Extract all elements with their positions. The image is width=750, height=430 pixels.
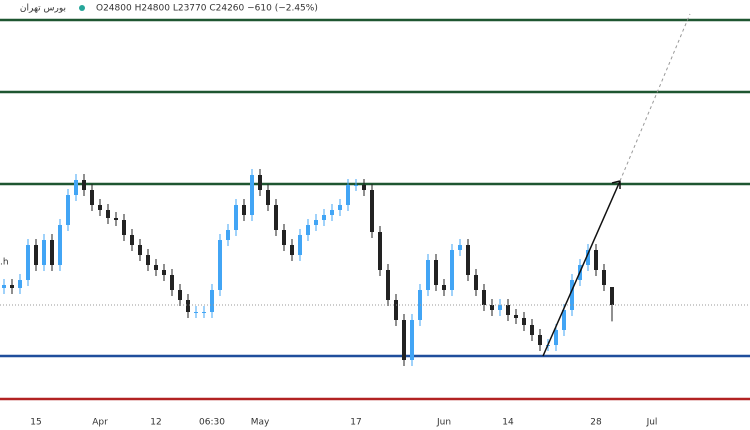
candle-body	[90, 190, 94, 205]
candle-body	[386, 270, 390, 300]
candle-body	[298, 235, 302, 255]
candle-body	[562, 310, 566, 330]
candle-body	[482, 290, 486, 305]
symbol: بورس تهران	[20, 4, 66, 14]
candle-body	[58, 225, 62, 265]
candle-body	[82, 180, 86, 190]
candle-body	[450, 250, 454, 290]
candle-body	[538, 335, 542, 345]
candle-body	[74, 180, 78, 195]
x-tick-label: Jul	[646, 418, 658, 428]
candle-body	[602, 270, 606, 285]
candle-body	[50, 240, 54, 265]
ohlc: O24800 H24800 L23770 C24260 −610 (−2.45%…	[96, 4, 318, 14]
candle-body	[146, 255, 150, 265]
candle-body	[266, 190, 270, 205]
trend-arrow	[542, 180, 621, 357]
candle-body	[274, 205, 278, 230]
candle-body	[202, 312, 206, 313]
candle-body	[282, 230, 286, 245]
candle-body	[314, 220, 318, 225]
candle-body	[426, 260, 430, 290]
candle-body	[522, 318, 526, 325]
candle-body	[570, 280, 574, 310]
candle-body	[154, 265, 158, 270]
candle-body	[162, 270, 166, 275]
edge-label: .h	[0, 258, 9, 268]
x-tick-label: 12	[150, 418, 161, 428]
x-tick-label: Apr	[92, 418, 108, 428]
status-dot	[79, 5, 85, 11]
candle-body	[66, 195, 70, 225]
x-tick-label: Jun	[436, 418, 451, 428]
projection	[619, 13, 691, 182]
candle-body	[178, 290, 182, 300]
candle-body	[594, 250, 598, 270]
candle-body	[34, 245, 38, 265]
candle-body	[234, 205, 238, 230]
candle-body	[474, 275, 478, 290]
x-tick-label: 15	[30, 418, 41, 428]
candle-body	[106, 210, 110, 218]
candle-body	[466, 245, 470, 275]
candle-body	[610, 287, 614, 305]
candle-body	[586, 250, 590, 265]
candle-body	[130, 235, 134, 245]
candle-body	[506, 305, 510, 315]
candle-body	[530, 325, 534, 335]
candle-body	[98, 205, 102, 210]
candle-body	[458, 245, 462, 250]
candle-body	[122, 220, 126, 235]
candle-body	[362, 185, 366, 190]
candle-body	[42, 240, 46, 265]
candle-body	[434, 260, 438, 285]
candle-body	[10, 285, 14, 288]
candle-body	[370, 190, 374, 232]
candle-body	[218, 240, 222, 290]
candle-body	[338, 205, 342, 210]
candle-body	[194, 312, 198, 313]
candle-body	[498, 305, 502, 310]
candle-body	[378, 232, 382, 270]
candle-body	[26, 245, 30, 280]
candle-body	[250, 175, 254, 215]
candle-body	[2, 285, 6, 288]
candle-body	[290, 245, 294, 255]
candle-body	[442, 285, 446, 290]
candle-body	[402, 320, 406, 360]
candle-body	[18, 280, 22, 288]
candle-body	[394, 300, 398, 320]
candle-body	[258, 175, 262, 190]
candle-body	[226, 230, 230, 240]
candle-body	[186, 300, 190, 312]
x-tick-label: 06:30	[199, 418, 225, 428]
candle-body	[138, 245, 142, 255]
candle-body	[170, 275, 174, 290]
candle-body	[554, 330, 558, 345]
candle-body	[306, 225, 310, 235]
x-tick-label: 17	[350, 418, 361, 428]
candle-body	[210, 290, 214, 312]
candle-body	[242, 205, 246, 215]
x-tick-label: May	[251, 418, 270, 428]
candle-body	[330, 210, 334, 215]
x-tick-label: 28	[590, 418, 602, 428]
candle-body	[114, 218, 118, 220]
candle-body	[346, 185, 350, 205]
candle-body	[410, 320, 414, 360]
candle-body	[514, 315, 518, 318]
candle-body	[322, 215, 326, 220]
candle-body	[490, 305, 494, 310]
candle-body	[354, 185, 358, 186]
x-tick-label: 14	[502, 418, 514, 428]
